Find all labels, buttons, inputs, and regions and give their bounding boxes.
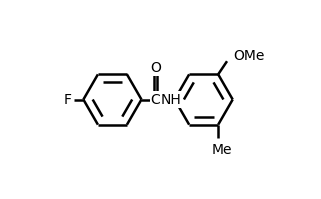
Text: F: F xyxy=(64,93,72,106)
Text: C: C xyxy=(151,93,160,106)
Text: O: O xyxy=(150,61,161,75)
Text: OMe: OMe xyxy=(233,49,264,63)
Text: Me: Me xyxy=(212,143,232,157)
Text: NH: NH xyxy=(161,93,182,106)
